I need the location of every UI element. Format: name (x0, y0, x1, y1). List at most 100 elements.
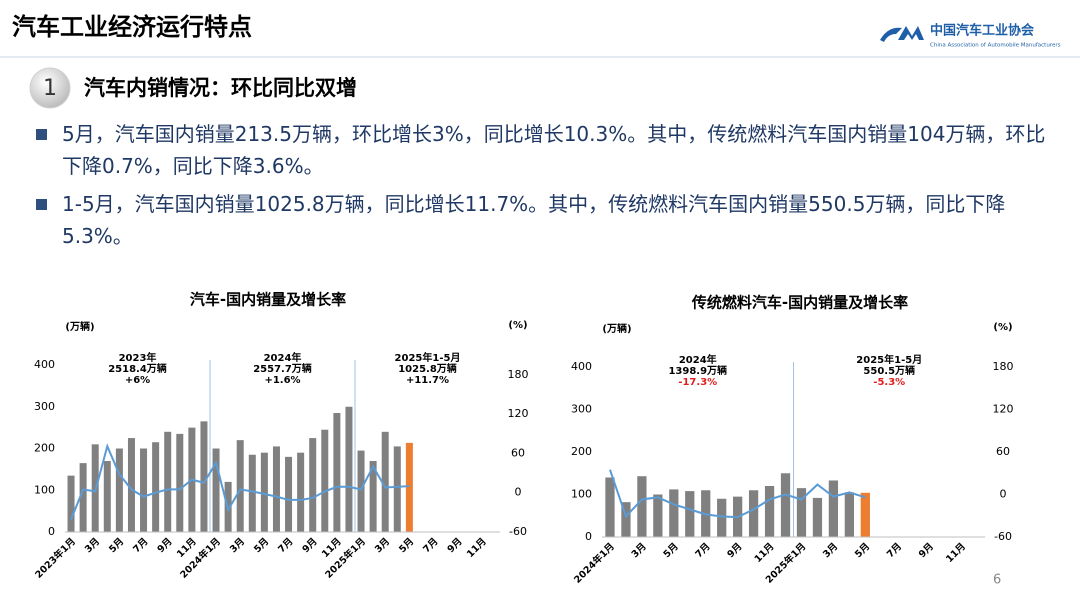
annotation-volume: 550.5万辆 (863, 364, 915, 377)
x-tick-label: 9月 (300, 536, 319, 555)
bar (200, 421, 208, 532)
bar (248, 454, 256, 532)
bar (605, 477, 615, 537)
bar (321, 429, 329, 532)
x-tick-label: 3月 (228, 536, 247, 555)
x-tick-label: 11月 (753, 541, 777, 565)
bar (140, 448, 148, 532)
y2-axis-label: (%) (993, 322, 1012, 333)
bar (381, 431, 389, 532)
x-tick-label: 7月 (693, 541, 712, 560)
x-tick-label: 9月 (725, 541, 744, 560)
bar (103, 461, 111, 532)
x-tick-label: 9月 (155, 536, 174, 555)
y-tick-label: 400 (34, 358, 55, 371)
annotation-growth: -17.3% (678, 377, 717, 388)
y-tick-label: 300 (571, 403, 592, 416)
bar (828, 480, 839, 537)
x-tick-label: 5月 (662, 541, 681, 560)
section-badge (29, 67, 71, 109)
annotation-volume: 2557.7万辆 (253, 362, 312, 375)
y-tick-label: 300 (34, 400, 55, 413)
y-tick-label: 0 (585, 530, 592, 543)
y-tick-label: 0 (48, 525, 55, 538)
x-tick-label: 5月 (107, 536, 126, 555)
bar (67, 475, 75, 532)
logo-en: China Association of Automobile Manufact… (930, 43, 1061, 49)
y2-tick-label: 0 (515, 486, 522, 499)
annotation-period: 2025年1-5月 (395, 351, 461, 364)
logo-mark (880, 26, 924, 42)
bar (127, 438, 135, 532)
x-tick-label: 3月 (373, 536, 392, 555)
bar (685, 491, 695, 537)
x-tick-label: 7月 (131, 536, 150, 555)
x-tick-label: 11月 (465, 536, 489, 560)
bar (653, 494, 663, 537)
bar (115, 448, 123, 532)
y-tick-label: 200 (571, 445, 592, 458)
y-tick-label: 100 (34, 483, 55, 496)
y2-tick-label: 180 (993, 360, 1014, 373)
bullet-list: 5月，汽车国内销量213.5万辆，环比增长3%，同比增长10.3%。其中，传统燃… (36, 118, 1046, 258)
bullet: 1-5月，汽车国内销量1025.8万辆，同比增长11.7%。其中，传统燃料汽车国… (36, 188, 1046, 252)
x-tick-label: 9月 (445, 536, 464, 555)
bar (669, 489, 679, 537)
y-axis-label: (万辆) (65, 320, 94, 333)
annotation-growth: +11.7% (406, 375, 449, 386)
bullet: 5月，汽车国内销量213.5万辆，环比增长3%，同比增长10.3%。其中，传统燃… (36, 118, 1046, 182)
annotation-volume: 1398.9万辆 (668, 364, 727, 377)
bar (621, 502, 631, 537)
annotation-volume: 2518.4万辆 (108, 362, 167, 375)
y2-tick-label: 120 (508, 407, 529, 420)
bar (717, 498, 727, 537)
bar (369, 461, 377, 532)
bar (345, 406, 353, 532)
bar (309, 438, 317, 532)
x-tick-label: 5月 (252, 536, 271, 555)
bar (637, 476, 647, 537)
x-tick-label: 9月 (917, 541, 936, 560)
annotation-growth: -5.3% (873, 377, 905, 388)
bar (212, 448, 220, 532)
annotation-growth: +6% (125, 375, 150, 386)
x-tick-label: 5月 (397, 536, 416, 555)
section-number: 1 (43, 76, 57, 101)
bar (844, 492, 854, 537)
chart-title: 传统燃料汽车-国内销量及增长率 (691, 294, 908, 312)
annotation-period: 2024年 (679, 353, 717, 366)
annotation-period: 2023年 (119, 351, 157, 364)
y2-tick-label: 60 (996, 445, 1010, 458)
annotation-growth: +1.6% (264, 375, 300, 386)
bar (393, 446, 401, 532)
y2-tick-label: 180 (508, 368, 529, 381)
x-tick-label: 7月 (885, 541, 904, 560)
y2-tick-label: 60 (511, 446, 525, 459)
chart-title: 汽车-国内销量及增长率 (190, 291, 346, 309)
bar (764, 486, 775, 537)
y-tick-label: 400 (571, 360, 592, 373)
y-axis-label: (万辆) (602, 322, 631, 335)
x-tick-label: 5月 (853, 541, 872, 560)
y2-tick-label: 120 (993, 403, 1014, 416)
annotation-period: 2025年1-5月 (856, 353, 922, 366)
y-tick-label: 100 (571, 488, 592, 501)
bar (796, 488, 807, 537)
x-tick-label: 7月 (276, 536, 295, 555)
y-tick-label: 200 (34, 442, 55, 455)
bar (405, 442, 413, 532)
page-number: 6 (993, 573, 1001, 588)
annotation-period: 2024年 (264, 351, 302, 364)
bar (176, 433, 184, 532)
x-tick-label: 3月 (821, 541, 840, 560)
header-title: 汽车工业经济运行特点 (12, 13, 252, 41)
x-tick-label: 7月 (421, 536, 440, 555)
bar (812, 497, 823, 537)
bar (357, 450, 365, 532)
bar (297, 452, 305, 532)
bar (164, 431, 172, 532)
bar (152, 442, 160, 532)
y2-tick-label: -60 (994, 530, 1012, 543)
